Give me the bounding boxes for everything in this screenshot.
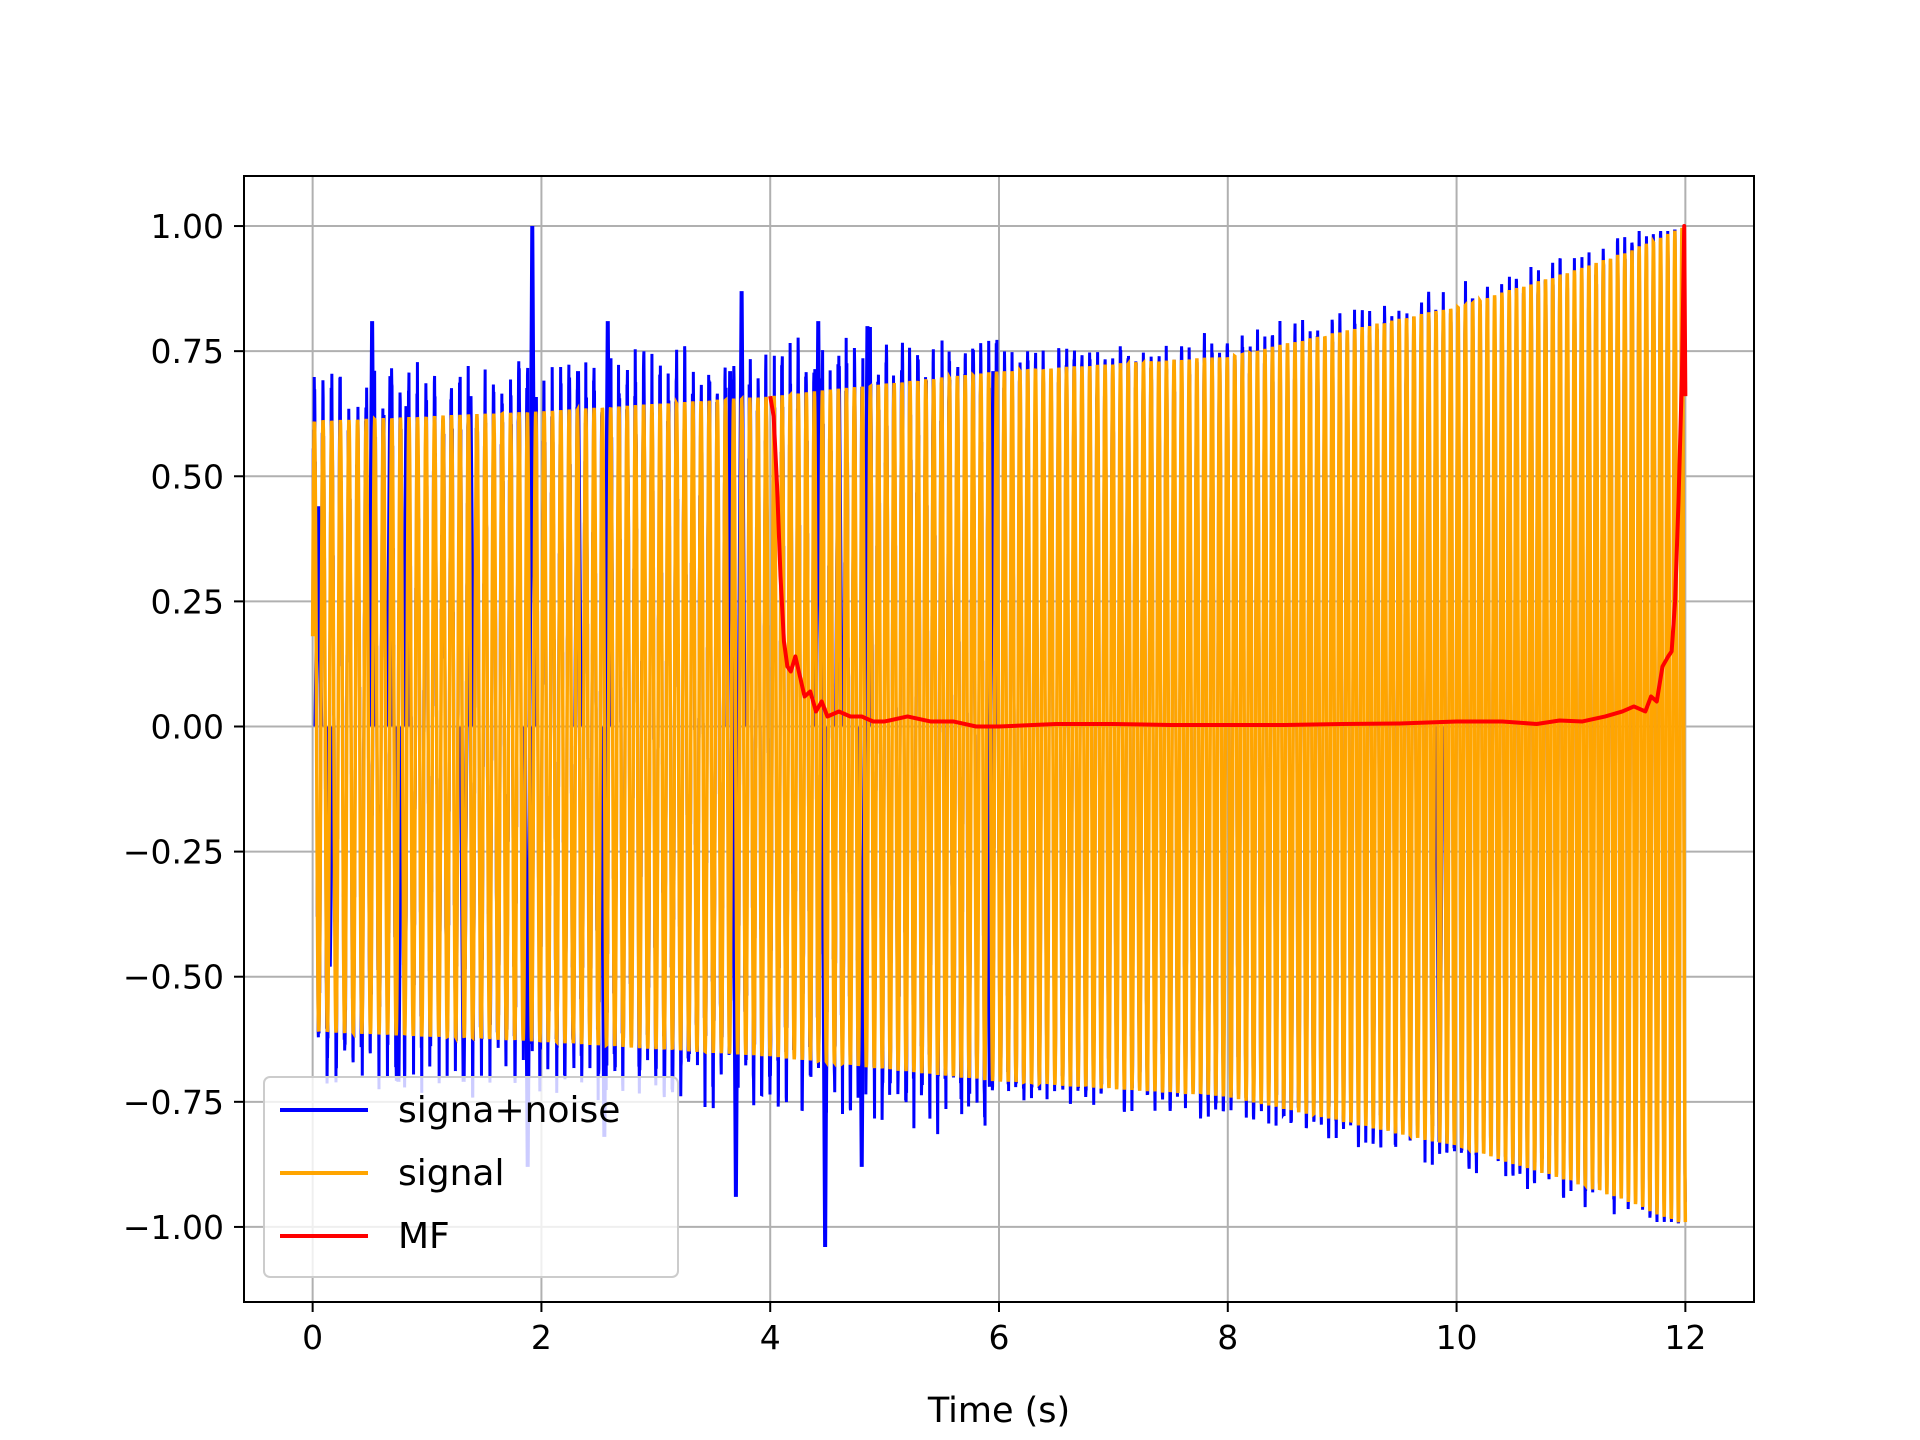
legend-label-mf: MF (398, 1216, 450, 1257)
legend: signa+noise signal MF (263, 1076, 679, 1278)
y-tick-label: 0.75 (151, 332, 224, 371)
legend-box (263, 1076, 679, 1278)
y-tick-label: −0.25 (123, 833, 224, 872)
legend-label-signal: signal (398, 1153, 505, 1194)
y-tick-label: 0.00 (151, 707, 224, 746)
series-layer (310, 224, 1688, 1247)
x-tick-label: 0 (302, 1318, 323, 1357)
y-tick-label: 1.00 (151, 207, 224, 246)
x-tick-label: 12 (1664, 1318, 1706, 1357)
legend-label-signal-noise: signa+noise (398, 1090, 620, 1131)
y-tick-label: −0.75 (123, 1083, 224, 1122)
x-tick-label: 4 (760, 1318, 781, 1357)
x-tick-label: 2 (531, 1318, 552, 1357)
y-tick-label: −0.50 (123, 958, 224, 997)
x-tick-label: 10 (1436, 1318, 1478, 1357)
y-tick-label: 0.50 (151, 457, 224, 496)
x-tick-label: 6 (989, 1318, 1010, 1357)
series-mf-line (768, 224, 1688, 729)
x-tick-label: 8 (1217, 1318, 1238, 1357)
series-signal-line (310, 227, 1688, 1223)
ticks: 0 2 4 6 8 10 12 1.00 0.75 0.50 0.25 0.00 −0.25 −0.50 −… (123, 207, 1707, 1357)
y-tick-label: 0.25 (151, 582, 224, 621)
x-axis-label: Time (s) (927, 1391, 1070, 1431)
y-tick-label: −1.00 (123, 1208, 224, 1247)
